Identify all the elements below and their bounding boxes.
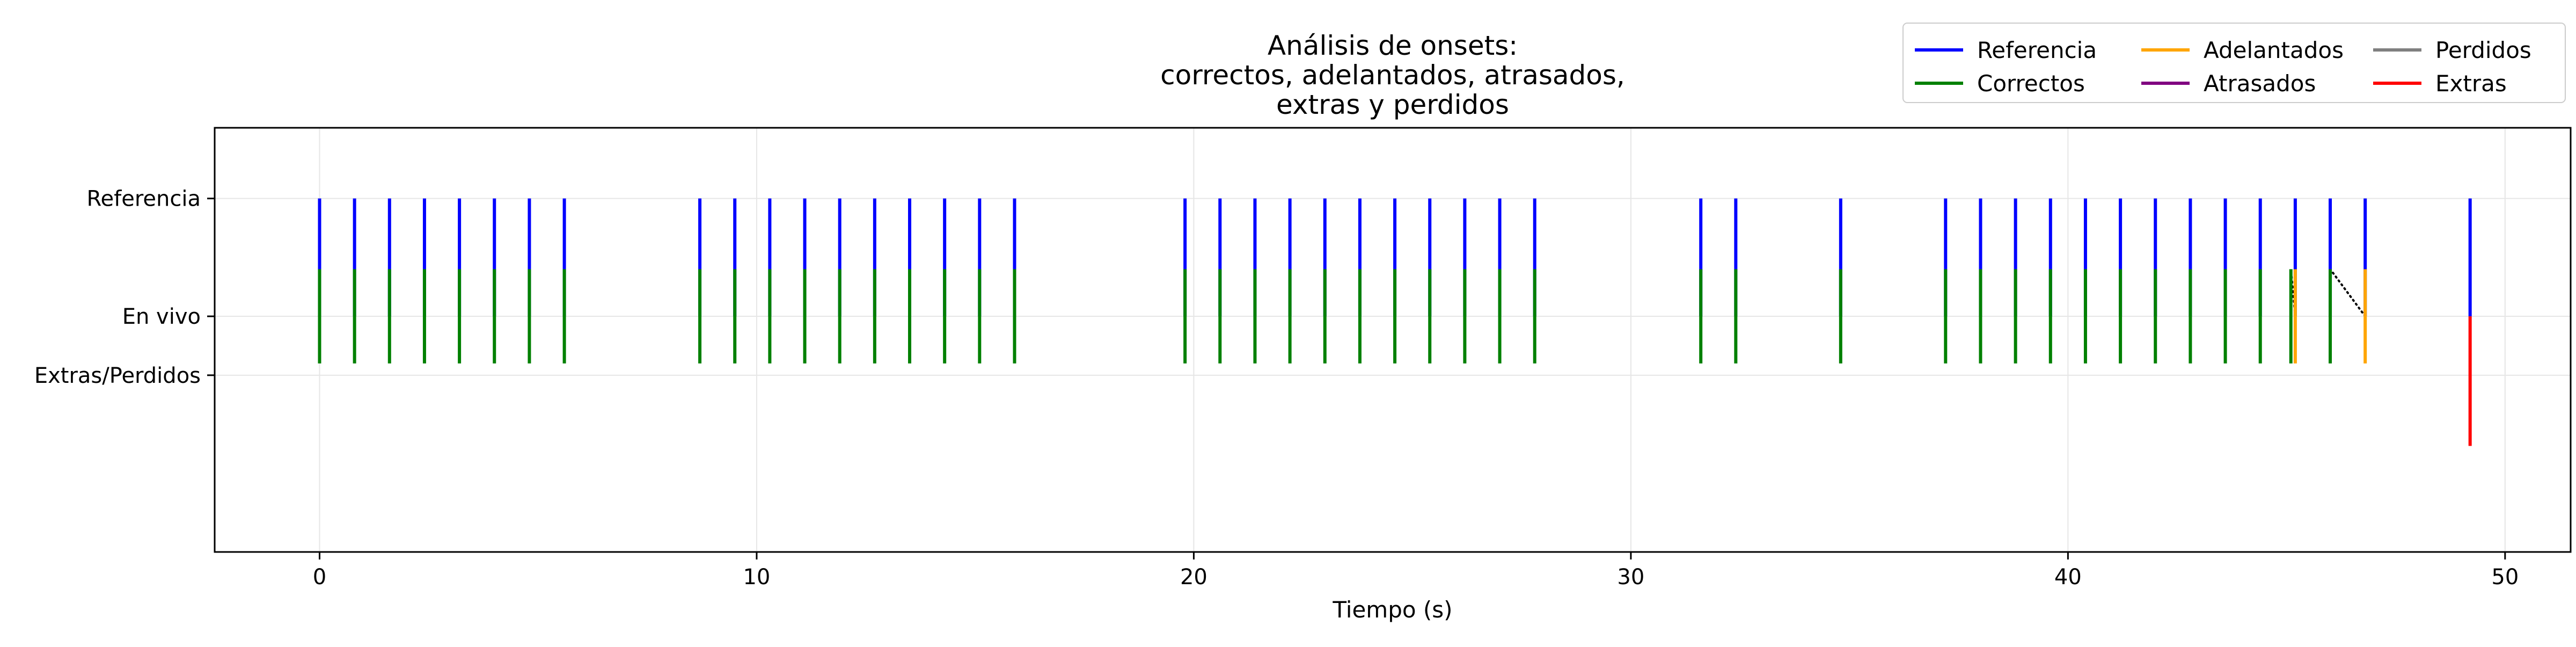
- x-axis-label: Tiempo (s): [1332, 597, 1452, 623]
- legend-label: Adelantados: [2204, 37, 2344, 63]
- legend-label: Atrasados: [2204, 70, 2316, 97]
- x-tick-label: 0: [313, 565, 326, 590]
- y-axis: Referencia En vivo Extras/Perdidos: [34, 187, 215, 388]
- x-tick-label: 20: [1180, 565, 1208, 590]
- legend-label: Correctos: [1977, 70, 2085, 97]
- legend-label: Referencia: [1977, 37, 2097, 63]
- y-tick-label: En vivo: [122, 304, 201, 329]
- y-tick-label: Referencia: [87, 187, 201, 212]
- plot-area-frame: [214, 127, 2572, 553]
- legend-label: Perdidos: [2435, 37, 2531, 63]
- series-marks: [318, 198, 2472, 446]
- match-lines: [318, 268, 2367, 318]
- legend-label: Extras: [2435, 70, 2507, 97]
- grid: [215, 128, 2571, 552]
- series-adelantados: [2293, 269, 2367, 364]
- legend: Referencia Correctos Adelantados Atrasados P…: [1902, 23, 2566, 103]
- chart-title-line-2: correctos, adelantados, atrasados,: [1160, 60, 1625, 91]
- x-tick-label: 50: [2491, 565, 2519, 590]
- x-tick-label: 10: [743, 565, 770, 590]
- match-line: [2329, 268, 2367, 318]
- x-axis: 0 10 20 30 40 50: [313, 552, 2519, 590]
- x-tick-label: 30: [1617, 565, 1644, 590]
- y-tick-label: Extras/Perdidos: [34, 364, 201, 388]
- chart-title-line-1: Análisis de onsets:: [1268, 30, 1518, 61]
- series-correctos: [318, 269, 2332, 364]
- chart-title-line-3: extras y perdidos: [1276, 89, 1509, 120]
- x-tick-label: 40: [2054, 565, 2082, 590]
- chart-title: Análisis de onsets: correctos, adelantad…: [1160, 30, 1625, 120]
